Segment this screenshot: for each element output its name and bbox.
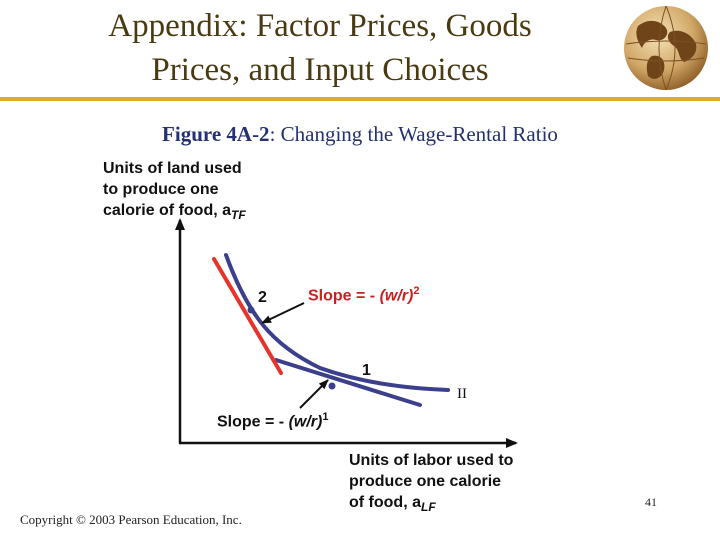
slope-1-label: Slope = - (w/r)1 bbox=[217, 407, 328, 432]
point-1-marker bbox=[328, 382, 336, 390]
point-2-label: 2 bbox=[258, 289, 267, 306]
x-axis-label-line-3: of food, aLF bbox=[349, 492, 513, 518]
copyright-notice: Copyright © 2003 Pearson Education, Inc. bbox=[20, 512, 242, 527]
slope-2-exponent: 2 bbox=[413, 285, 420, 297]
x-axis-label-subscript: LF bbox=[420, 500, 436, 515]
y-axis-label-text: calorie of food, a bbox=[103, 202, 232, 219]
slope-2-ratio: (w/r) bbox=[379, 287, 414, 305]
slide-title-line-1: Appendix: Factor Prices, Goods bbox=[108, 8, 532, 44]
point-1-label: 1 bbox=[362, 362, 371, 379]
slope-1-exponent: 1 bbox=[322, 411, 329, 423]
tangent-line-2 bbox=[212, 257, 283, 375]
slope-2-text: Slope = - bbox=[308, 287, 380, 305]
slide-title: Appendix: Factor Prices, Goods Prices, a… bbox=[30, 4, 610, 92]
page-number: 41 bbox=[645, 495, 657, 509]
y-axis-label-line-2: to produce one bbox=[103, 181, 219, 198]
x-axis-label: Units of labor used to produce one calor… bbox=[349, 450, 513, 518]
figure-label: Figure 4A-2 bbox=[162, 122, 270, 146]
slope1-arrow bbox=[299, 379, 329, 409]
isoquant-curve-ii bbox=[224, 253, 450, 392]
globe-icon bbox=[624, 5, 708, 91]
slope-1-ratio: (w/r) bbox=[288, 413, 323, 431]
tangent-line-1 bbox=[274, 358, 422, 407]
curve-ii-label: II bbox=[457, 386, 467, 402]
point-2-marker bbox=[247, 306, 255, 314]
x-axis-label-line-1: Units of labor used to bbox=[349, 452, 514, 469]
y-axis-label-line-1: Units of land used bbox=[103, 160, 242, 177]
slope-1-text: Slope = - bbox=[217, 413, 289, 431]
x-axis-label-text: of food, a bbox=[349, 494, 421, 511]
slide-title-line-2: Prices, and Input Choices bbox=[151, 52, 489, 88]
y-axis-label-subscript: TF bbox=[231, 208, 246, 223]
y-axis-label-line-3: calorie of food, aTF bbox=[103, 200, 246, 226]
x-axis-label-line-2: produce one calorie bbox=[349, 473, 502, 490]
figure-caption: Figure 4A-2: Changing the Wage-Rental Ra… bbox=[0, 122, 720, 147]
slope2-arrow bbox=[261, 302, 305, 324]
figure-caption-text: : Changing the Wage-Rental Ratio bbox=[269, 122, 558, 146]
y-axis-label: Units of land used to produce one calori… bbox=[103, 158, 246, 226]
slope-2-label: Slope = - (w/r)2 bbox=[308, 281, 419, 306]
title-accent-rule bbox=[0, 97, 720, 101]
